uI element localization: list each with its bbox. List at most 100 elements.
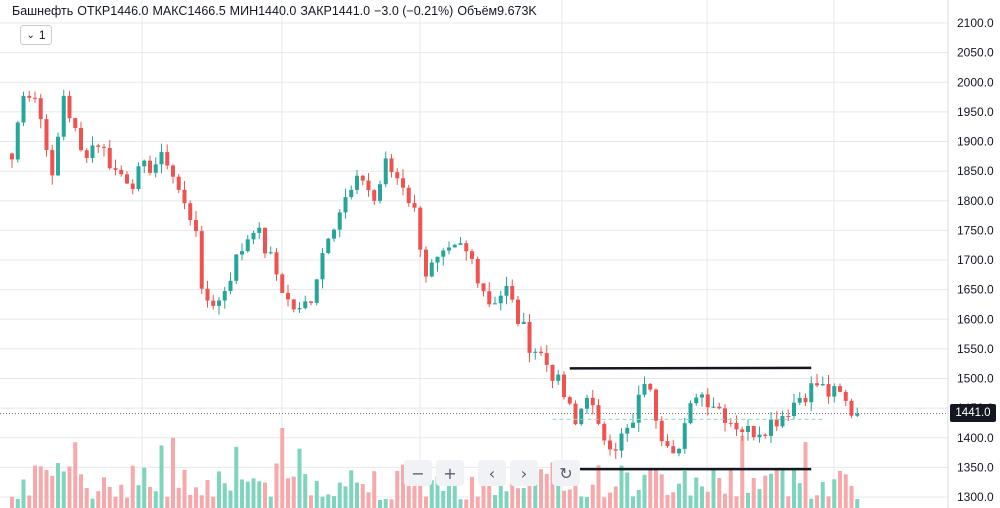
volume-bar xyxy=(211,496,216,508)
candle-body xyxy=(797,397,802,403)
volume-bar xyxy=(355,482,359,508)
candle-body xyxy=(102,146,106,148)
volume-bar xyxy=(263,482,267,508)
volume-bar xyxy=(343,486,348,508)
minus-icon: − xyxy=(411,463,425,483)
volume-bar xyxy=(401,464,405,508)
volume-bar xyxy=(544,473,549,508)
volume-bar xyxy=(240,479,244,508)
candle-body xyxy=(222,291,227,301)
volume-bar xyxy=(280,428,285,508)
volume-bar xyxy=(395,470,400,508)
candle-body xyxy=(590,397,595,406)
reset-button[interactable]: ↻ xyxy=(552,460,580,486)
volume-bar xyxy=(504,491,509,508)
candle-body xyxy=(441,250,446,257)
volume-bar xyxy=(441,490,446,508)
volume-label: Объём xyxy=(457,4,498,18)
scroll-right-button[interactable]: › xyxy=(510,460,538,486)
candle-body xyxy=(757,434,762,438)
candle-body xyxy=(263,227,267,254)
candle-body xyxy=(153,164,158,173)
volume-bar xyxy=(44,470,49,508)
volume-bar xyxy=(234,446,239,508)
candle-body xyxy=(820,384,825,386)
candle-body xyxy=(585,397,589,409)
volume-bar xyxy=(855,498,860,508)
trendline xyxy=(569,366,812,370)
volume-bar xyxy=(815,495,819,508)
volume-bar xyxy=(251,478,256,508)
volume-bar xyxy=(636,489,641,508)
candle-body xyxy=(602,423,607,441)
candle-body xyxy=(96,145,101,147)
volume-bar xyxy=(61,471,66,508)
candle-body xyxy=(337,212,342,230)
candle-body xyxy=(470,251,474,259)
candle-body xyxy=(119,169,124,175)
drawings[interactable] xyxy=(0,366,948,471)
candle-body xyxy=(10,153,14,160)
price-axis[interactable]: 2100.0 2050.0 2000.0 1950.0 1900.0 1850.0 1800… xyxy=(957,16,994,504)
volume-bar xyxy=(838,470,842,508)
volume-bar xyxy=(320,496,325,508)
candle-body xyxy=(452,244,457,248)
volume-bar xyxy=(412,485,417,508)
volume-bar xyxy=(418,478,423,508)
volume-bar xyxy=(107,486,112,508)
zoom-in-button[interactable]: + xyxy=(436,460,464,486)
candle-body xyxy=(510,285,515,300)
candle-body xyxy=(498,295,503,304)
candle-body xyxy=(619,433,624,451)
candle-body xyxy=(544,353,549,365)
volume-bar xyxy=(573,473,578,508)
candle-body xyxy=(659,420,664,442)
y-tick-label: 1800.0 xyxy=(957,194,994,208)
candle-body xyxy=(740,429,745,432)
interval-selector[interactable]: ⌄ 1 xyxy=(20,25,52,45)
candle-body xyxy=(50,149,55,176)
volume-bar xyxy=(464,499,469,508)
volume-bar xyxy=(677,483,681,508)
volume-bar xyxy=(763,475,768,508)
candle-body xyxy=(464,243,469,252)
volume-bar xyxy=(33,465,37,508)
candle-body xyxy=(516,299,520,324)
y-tick-label: 1750.0 xyxy=(957,223,994,237)
volume-bar xyxy=(458,499,463,508)
candle-body xyxy=(171,165,175,177)
candle-body xyxy=(493,303,497,305)
candle-body xyxy=(596,405,601,424)
volume-bar xyxy=(38,466,43,508)
volume-bar xyxy=(199,495,204,508)
zoom-out-button[interactable]: − xyxy=(404,460,432,486)
grid xyxy=(0,0,949,508)
volume-bar xyxy=(728,469,733,508)
volume-bar xyxy=(56,463,60,508)
volume-bar xyxy=(27,495,32,508)
volume-bar xyxy=(774,469,779,508)
candle-body xyxy=(205,288,210,301)
scroll-left-button[interactable]: ‹ xyxy=(478,460,506,486)
candle-body xyxy=(67,95,72,119)
candle-body xyxy=(665,441,670,447)
volume-bar xyxy=(119,484,124,508)
candle-body xyxy=(314,279,319,303)
candle-body xyxy=(194,219,198,232)
candle-body xyxy=(217,300,221,306)
ohlc-legend: Башнефть ОТКР1446.0 МАКС1466.5 МИН1440.0 ЗАК… xyxy=(12,4,541,18)
volume-bar xyxy=(337,482,342,508)
candle-body xyxy=(671,446,676,454)
volume-bar xyxy=(487,466,492,508)
candle-body xyxy=(579,408,584,425)
y-tick-label: 1350.0 xyxy=(957,460,994,474)
candle-body xyxy=(56,136,60,176)
volume-bar xyxy=(435,476,440,508)
change-value: −3.0 (−0.21%) xyxy=(374,4,454,18)
candle-body xyxy=(73,118,78,128)
volume-bar xyxy=(452,471,457,508)
candle-body xyxy=(366,180,371,191)
volume-bar xyxy=(803,442,808,508)
